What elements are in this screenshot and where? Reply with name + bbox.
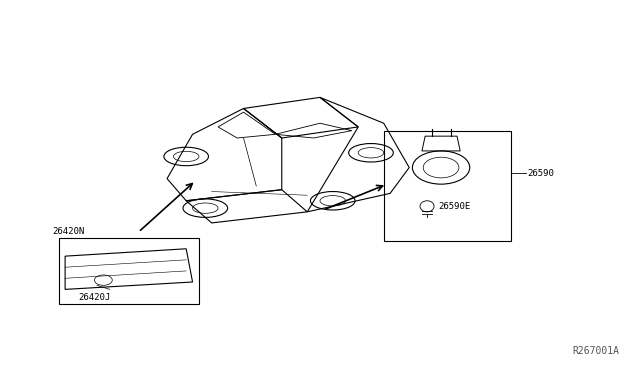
Text: 26590E: 26590E — [438, 202, 471, 211]
Bar — [59, 238, 199, 304]
Text: 26420J: 26420J — [78, 293, 110, 302]
Text: R267001A: R267001A — [573, 346, 620, 356]
Text: 26420N: 26420N — [52, 227, 84, 236]
Bar — [384, 131, 511, 241]
Text: 26590: 26590 — [527, 169, 554, 177]
